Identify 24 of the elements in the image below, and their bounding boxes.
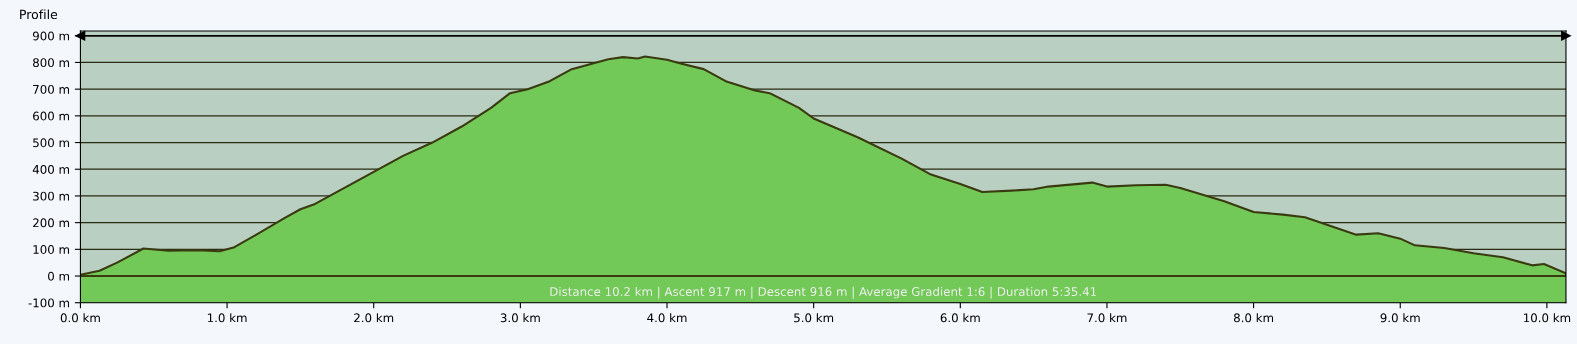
chart-title: Profile bbox=[20, 9, 58, 20]
x-tick-label: 6.0 km bbox=[940, 313, 980, 323]
y-tick-label: 900 m bbox=[32, 31, 70, 41]
y-tick-label: 300 m bbox=[33, 191, 70, 201]
y-tick-label: 700 m bbox=[33, 84, 70, 94]
x-tick-label: 8.0 km bbox=[1233, 313, 1274, 323]
y-tick-label: 800 m bbox=[33, 58, 70, 68]
y-tick-label: 400 m bbox=[32, 164, 70, 174]
x-tick-label: 9.0 km bbox=[1380, 313, 1420, 323]
y-tick-label: 0 m bbox=[48, 271, 70, 281]
x-tick-label: 1.0 km bbox=[207, 313, 247, 323]
x-tick-label: 5.0 km bbox=[794, 313, 834, 323]
x-tick-label: 7.0 km bbox=[1087, 313, 1127, 323]
x-tick-label: 2.0 km bbox=[354, 313, 394, 323]
y-tick-label: 500 m bbox=[33, 138, 70, 148]
y-tick-label: -100 m bbox=[28, 298, 70, 308]
y-tick-label: 100 m bbox=[33, 245, 70, 254]
y-tick-label: 200 m bbox=[33, 218, 70, 228]
x-tick-label: 0.0 km bbox=[60, 313, 100, 323]
x-tick-label: 3.0 km bbox=[500, 313, 540, 323]
x-tick-label: 4.0 km bbox=[647, 313, 687, 323]
y-tick-label: 600 m bbox=[33, 111, 70, 121]
x-tick-label: 10.0 km bbox=[1524, 313, 1571, 323]
annotation: Distance 10.2 km | Ascent 917 m | Descent 916 m | Average Gradient 1:6 | Duration 5:35.41 bbox=[550, 286, 1097, 299]
